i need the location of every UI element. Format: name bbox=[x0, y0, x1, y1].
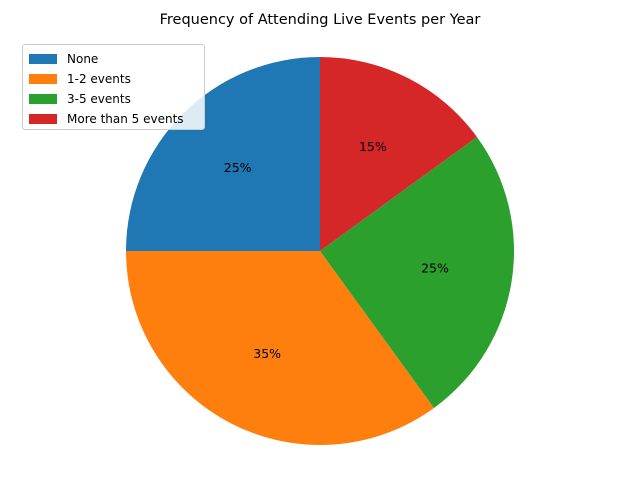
legend-item-1-2-events: 1-2 events bbox=[29, 69, 204, 89]
legend-swatch-3-5-events bbox=[29, 94, 57, 104]
pie-slice-none bbox=[126, 57, 320, 251]
legend-swatch-1-2-events bbox=[29, 74, 57, 84]
chart-legend: None 1-2 events 3-5 events More than 5 e… bbox=[22, 44, 205, 130]
legend-swatch-more-than-5-events bbox=[29, 114, 57, 124]
legend-item-3-5-events: 3-5 events bbox=[29, 89, 204, 109]
chart-title: Frequency of Attending Live Events per Y… bbox=[159, 12, 481, 28]
pie-slice-3-5-events bbox=[320, 136, 514, 408]
legend-label-3-5-events: 3-5 events bbox=[67, 92, 131, 106]
legend-label-1-2-events: 1-2 events bbox=[67, 72, 131, 86]
legend-item-none: None bbox=[29, 49, 204, 69]
pie-slice-label-3-5-events: 25% bbox=[421, 261, 449, 276]
pie-slice-1-2-events bbox=[126, 251, 435, 445]
pie-slice-label-1-2-events: 35% bbox=[253, 346, 281, 361]
legend-label-more-than-5-events: More than 5 events bbox=[67, 112, 184, 126]
legend-swatch-none bbox=[29, 54, 57, 64]
pie-slices bbox=[126, 57, 514, 445]
legend-label-none: None bbox=[67, 52, 99, 66]
pie-slice-label-none: 25% bbox=[224, 160, 252, 175]
pie-slice-labels: 25% 35% 25% 15% bbox=[224, 139, 449, 361]
pie-slice-label-more-than-5-events: 15% bbox=[359, 139, 387, 154]
legend-item-more-than-5-events: More than 5 events bbox=[29, 109, 204, 129]
pie-slice-more-than-5-events bbox=[320, 57, 477, 251]
